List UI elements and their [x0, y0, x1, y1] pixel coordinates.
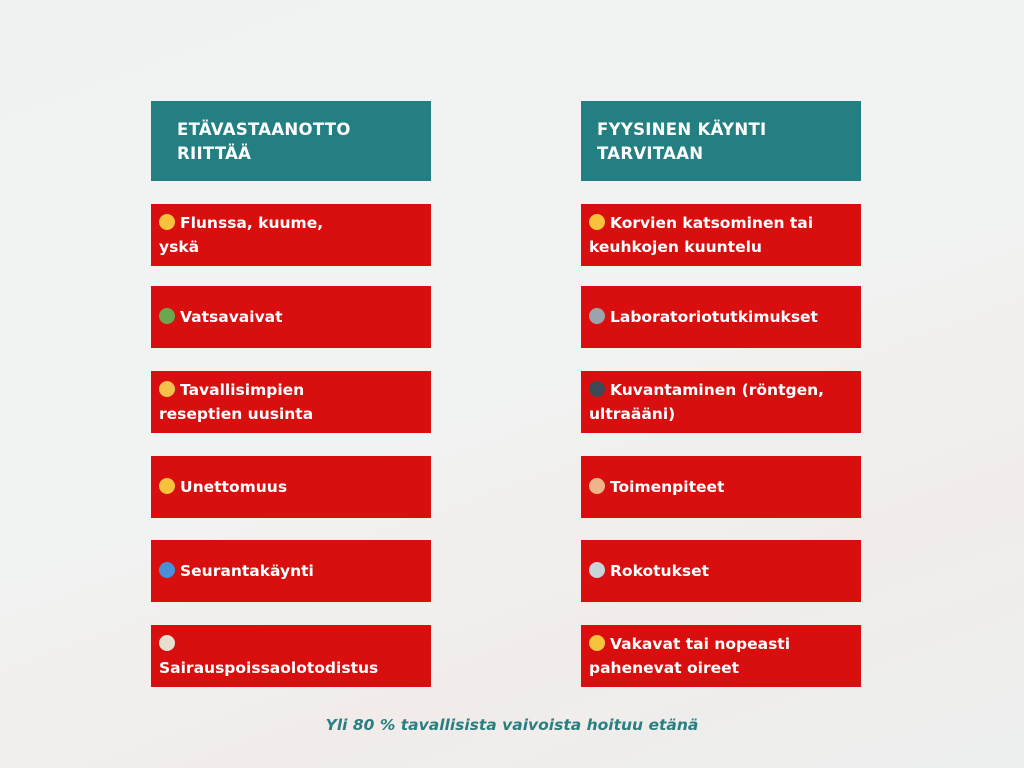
- header-physical: FYYSINEN KÄYNTI TARVITAAN: [581, 101, 861, 181]
- footer-note: Yli 80 % tavallisista vaivoista hoituu e…: [325, 716, 699, 734]
- card-label: Kuvantaminen (röntgen, ultraääni): [589, 381, 825, 423]
- card-right-item: Vakavat tai nopeasti pahenevat oireet: [581, 625, 861, 687]
- ear-icon: [589, 214, 605, 230]
- card-left-item: Vatsavaivat: [151, 286, 431, 348]
- card-left-item: Tavallisimpien reseptien uusinta: [151, 371, 431, 433]
- card-left-item: Sairauspoissaolotodistus: [151, 625, 431, 687]
- card-label: Seurantakäynti: [180, 562, 314, 580]
- card-label: Laboratoriotutkimukset: [610, 308, 818, 326]
- card-label: Flunssa, kuume, yskä: [159, 214, 324, 256]
- card-left-item: Seurantakäynti: [151, 540, 431, 602]
- card-label: Korvien katsominen tai keuhkojen kuuntel…: [589, 214, 814, 256]
- card-label: Vatsavaivat: [180, 308, 283, 326]
- microscope-icon: [589, 308, 605, 324]
- card-right-item: Toimenpiteet: [581, 456, 861, 518]
- card-left-item: Unettomuus: [151, 456, 431, 518]
- card-label: Sairauspoissaolotodistus: [159, 659, 379, 677]
- card-label: Rokotukset: [610, 562, 710, 580]
- card-right-item: Rokotukset: [581, 540, 861, 602]
- warning-icon: [589, 635, 605, 651]
- card-label: Tavallisimpien reseptien uusinta: [159, 381, 314, 423]
- card-right-item: Kuvantaminen (röntgen, ultraääni): [581, 371, 861, 433]
- card-label: Toimenpiteet: [610, 478, 725, 496]
- card-left-item: Flunssa, kuume, yskä: [151, 204, 431, 266]
- card-right-item: Korvien katsominen tai keuhkojen kuuntel…: [581, 204, 861, 266]
- sleeping-face-icon: [159, 478, 175, 494]
- refresh-icon: [159, 562, 175, 578]
- camera-icon: [589, 381, 605, 397]
- clipboard-icon: [159, 635, 175, 651]
- pill-icon: [159, 381, 175, 397]
- card-label: Vakavat tai nopeasti pahenevat oireet: [589, 635, 791, 677]
- bandage-icon: [589, 478, 605, 494]
- header-remote: ETÄVASTAANOTTO RIITTÄÄ: [151, 101, 431, 181]
- card-right-item: Laboratoriotutkimukset: [581, 286, 861, 348]
- sneezing-face-icon: [159, 214, 175, 230]
- syringe-icon: [589, 562, 605, 578]
- card-label: Unettomuus: [180, 478, 288, 496]
- nauseated-face-icon: [159, 308, 175, 324]
